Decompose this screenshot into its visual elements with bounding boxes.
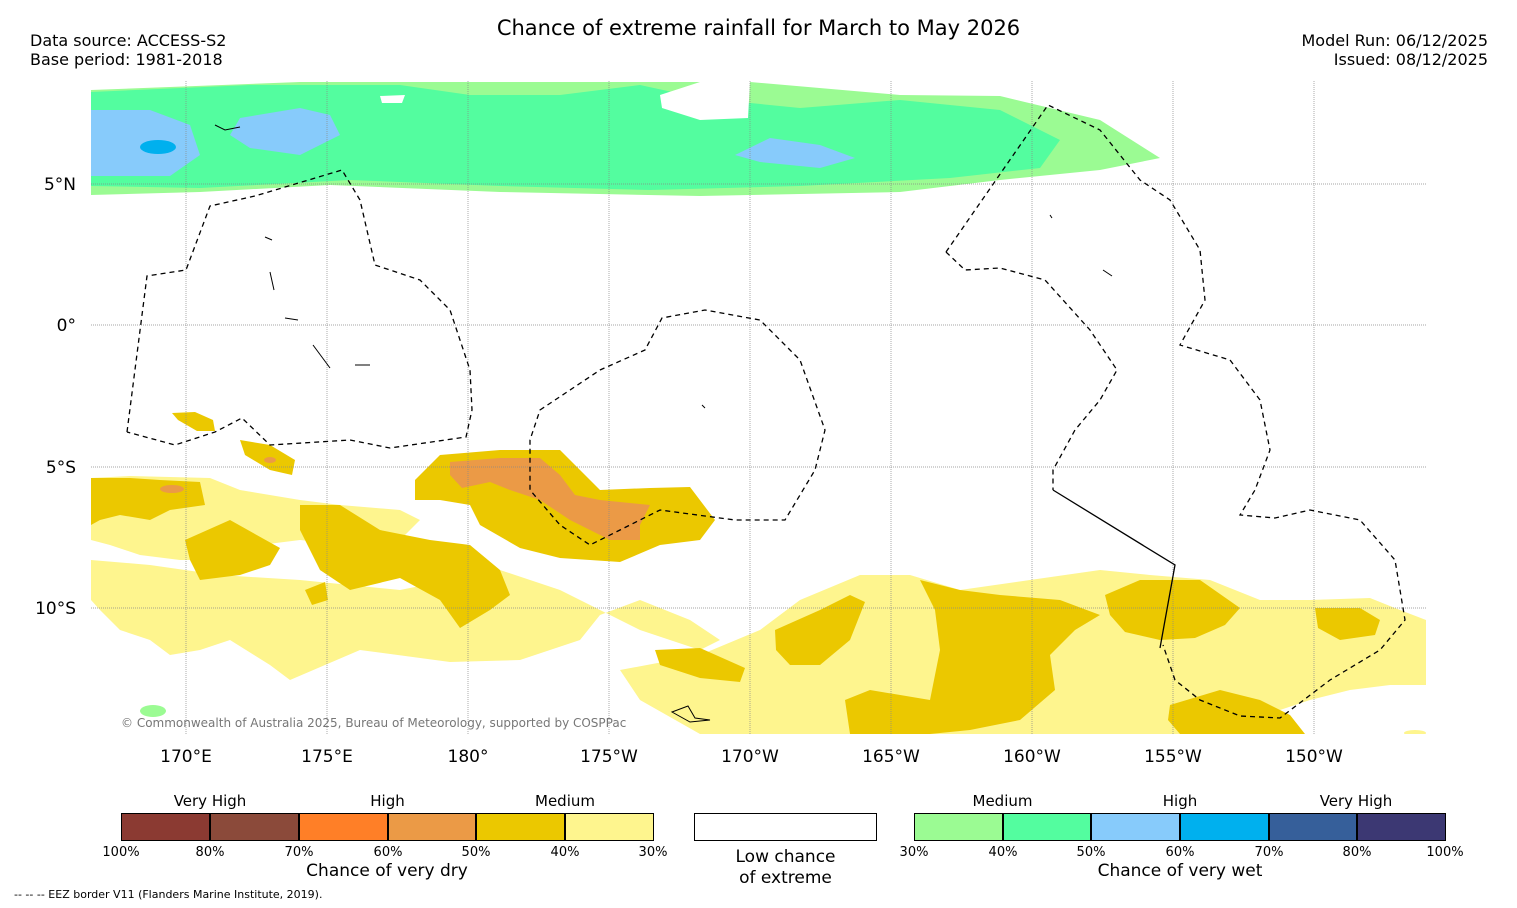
base-period: Base period: 1981-2018 <box>30 50 223 69</box>
dry-40-region <box>185 520 280 580</box>
dry-40-region <box>775 595 865 665</box>
dry-30-region <box>1404 730 1426 734</box>
lon-label-175e: 175°E <box>301 747 353 767</box>
wet-50-region-east <box>735 138 855 168</box>
map-fill-layer <box>91 82 1426 734</box>
dry-swatch-50-40 <box>476 813 565 841</box>
lon-label-180: 180° <box>448 747 489 767</box>
dry-50-region <box>450 458 650 540</box>
eez-border-solid <box>1052 489 1176 649</box>
dry-40-region <box>172 412 215 431</box>
issued-date: Issued: 08/12/2025 <box>1333 50 1488 69</box>
dry-swatch-100-80 <box>121 813 210 841</box>
wet-tick: 40% <box>988 845 1018 860</box>
wet-swatch-60-70 <box>1180 813 1269 841</box>
dry-tick: 100% <box>102 845 140 860</box>
islands <box>214 124 1113 723</box>
dry-tick: 70% <box>284 845 314 860</box>
dry-heading-medium: Medium <box>535 792 595 810</box>
dry-30-region-west <box>91 560 720 680</box>
dry-tick: 50% <box>461 845 491 860</box>
rainfall-map: 5°N 0° 5°S 10°S 170°E 175°E 180° 175°W 1… <box>35 81 1426 767</box>
lon-label-165w: 165°W <box>862 747 920 767</box>
dry-50-region <box>264 457 276 463</box>
dry-tick: 80% <box>195 845 225 860</box>
dry-40-region <box>300 505 510 628</box>
copyright-notice: © Commonwealth of Australia 2025, Bureau… <box>121 716 626 730</box>
neutral-swatch <box>694 813 877 841</box>
dry-caption: Chance of very dry <box>306 861 468 881</box>
wet-tick: 30% <box>899 845 929 860</box>
neutral-caption-line1: Low chance <box>735 847 836 867</box>
lat-label-10s: 10°S <box>35 599 76 619</box>
dry-40-region <box>305 582 328 605</box>
wet-swatch-70-80 <box>1269 813 1357 841</box>
lon-label-170e: 170°E <box>160 747 212 767</box>
neutral-caption-line2: of extreme <box>739 868 832 888</box>
eez-border-kiribati-gilbert <box>126 169 473 449</box>
lon-label-155w: 155°W <box>1144 747 1202 767</box>
dry-50-region <box>160 485 184 493</box>
wet-medium-region <box>140 705 166 717</box>
dry-40-region <box>845 580 1100 734</box>
dry-heading-very-high: Very High <box>173 792 247 810</box>
eez-border-line-islands <box>945 104 1406 719</box>
wet-heading-medium: Medium <box>972 792 1033 810</box>
wet-60-region <box>140 140 176 154</box>
wet-tick: 70% <box>1254 845 1284 860</box>
wet-caption: Chance of very wet <box>1097 861 1263 881</box>
dry-swatch-70-60 <box>299 813 388 841</box>
wet-swatch-40-50 <box>1003 813 1091 841</box>
wet-swatch-30-40 <box>914 813 1003 841</box>
clear-patch <box>380 95 405 103</box>
dry-40-region <box>655 648 745 682</box>
dry-tick: 40% <box>550 845 580 860</box>
wet-tick: 60% <box>1165 845 1195 860</box>
wet-swatch-50-60 <box>1091 813 1180 841</box>
lon-label-170w: 170°W <box>721 747 779 767</box>
eez-footnote: -- -- -- EEZ border V11 (Flanders Marine… <box>14 888 323 901</box>
wet-swatch-80-100 <box>1357 813 1446 841</box>
dry-tick: 30% <box>638 845 668 860</box>
dry-heading-high: High <box>370 792 405 810</box>
eez-borders <box>126 104 1406 719</box>
map-title: Chance of extreme rainfall for March to … <box>496 16 1021 40</box>
data-source: Data source: ACCESS-S2 <box>30 31 227 50</box>
wet-heading-very-high: Very High <box>1319 792 1393 810</box>
dry-40-region <box>1105 580 1240 640</box>
lat-label-0: 0° <box>57 316 76 336</box>
graticule <box>91 81 1426 734</box>
dry-tick: 60% <box>373 845 403 860</box>
dry-swatch-60-50 <box>388 813 476 841</box>
wet-tick: 100% <box>1426 845 1464 860</box>
lon-label-150w: 150°W <box>1285 747 1343 767</box>
lat-label-5s: 5°S <box>46 458 76 478</box>
dry-swatch-80-70 <box>210 813 299 841</box>
clear-patch <box>660 82 750 120</box>
wet-tick: 50% <box>1076 845 1106 860</box>
model-run: Model Run: 06/12/2025 <box>1301 31 1489 50</box>
wet-50-region-central <box>230 108 340 155</box>
wet-tick: 80% <box>1342 845 1372 860</box>
lon-label-175w: 175°W <box>580 747 638 767</box>
eez-border-jarvis <box>945 251 1118 490</box>
lat-label-5n: 5°N <box>44 175 76 195</box>
dry-40-region <box>1315 608 1380 640</box>
lon-label-160w: 160°W <box>1003 747 1061 767</box>
wet-heading-high: High <box>1162 792 1198 810</box>
dry-swatch-40-30 <box>565 813 654 841</box>
